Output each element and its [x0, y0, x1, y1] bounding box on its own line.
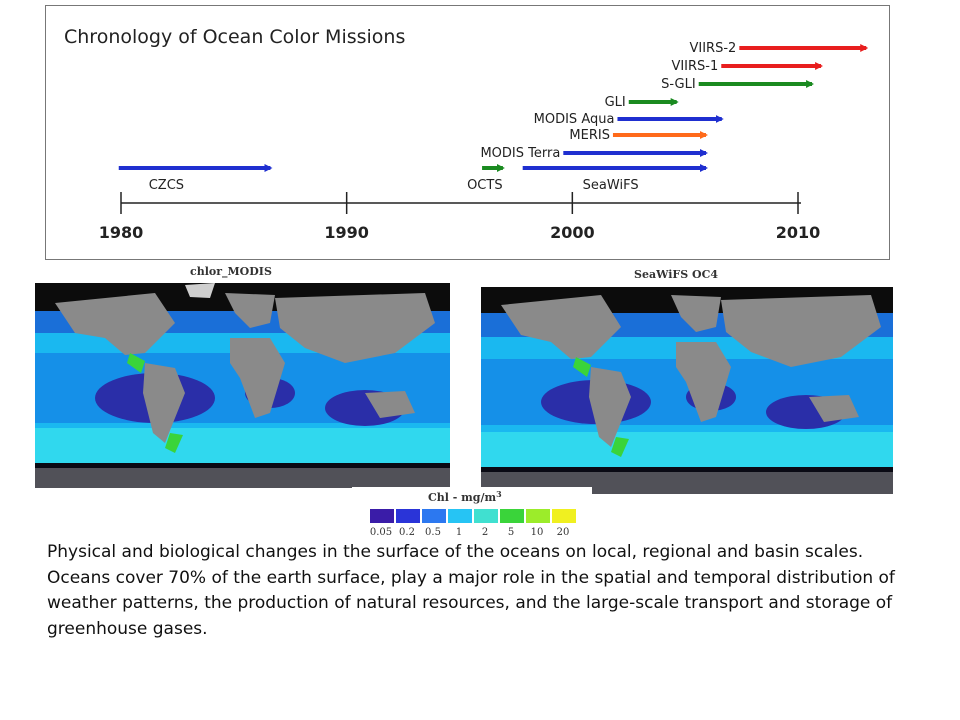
colorbar-swatch-7: [552, 509, 576, 523]
caption-paragraph-2: Oceans cover 70% of the earth surface, p…: [47, 567, 895, 639]
colorbar-swatch-6: [526, 509, 550, 523]
caption-paragraph-1: Physical and biological changes in the s…: [47, 542, 864, 562]
colorbar-ticks: 0.05 0.2 0.5 1 2 5 10 20: [370, 527, 570, 538]
caption-text-block: Physical and biological changes in the s…: [47, 540, 927, 642]
timeline-title: Chronology of Ocean Color Missions: [64, 26, 405, 48]
mission-label-modis-terra: MODIS Terra: [480, 146, 560, 161]
colorbar-label: Chl - mg/m3: [428, 489, 502, 504]
timeline-ticks: 1980 1990 2000 2010: [99, 192, 821, 242]
chlorophyll-colorbar: Chl - mg/m3 0.05 0.2 0.5 1 2 5 10 20: [352, 487, 592, 545]
mission-label-octs: OCTS: [467, 178, 503, 193]
mission-timeline-panel: Chronology of Ocean Color Missions 1980 1…: [45, 5, 890, 260]
colorbar-swatch-2: [422, 509, 446, 523]
colorbar-swatches: [370, 509, 576, 523]
mission-label-viirs-1: VIIRS-1: [671, 59, 718, 74]
colorbar-swatch-3: [448, 509, 472, 523]
chlorophyll-map-modis: [35, 283, 450, 488]
colorbar-swatch-0: [370, 509, 394, 523]
axis-tick-label-2010: 2010: [776, 223, 821, 242]
colorbar-swatch-4: [474, 509, 498, 523]
axis-tick-label-1980: 1980: [99, 223, 144, 242]
mission-label-meris: MERIS: [569, 128, 610, 143]
axis-tick-label-1990: 1990: [324, 223, 369, 242]
colorbar-tick-4: 2: [482, 527, 488, 538]
colorbar-tick-7: 20: [557, 527, 570, 538]
colorbar-tick-5: 5: [508, 527, 514, 538]
mission-label-gli: GLI: [605, 95, 626, 110]
colorbar-tick-2: 0.5: [425, 527, 441, 538]
map-title-modis: chlor_MODIS: [190, 265, 272, 278]
colorbar-tick-1: 0.2: [399, 527, 415, 538]
colorbar-swatch-5: [500, 509, 524, 523]
mission-label-viirs-2: VIIRS-2: [690, 41, 737, 56]
mission-timeline-chart: Chronology of Ocean Color Missions 1980 1…: [64, 26, 869, 242]
mission-label-s-gli: S-GLI: [661, 77, 696, 92]
axis-tick-label-2000: 2000: [550, 223, 595, 242]
colorbar-tick-6: 10: [531, 527, 544, 538]
map-title-seawifs: SeaWiFS OC4: [634, 268, 718, 281]
mission-label-czcs: CZCS: [149, 178, 184, 193]
mission-label-seawifs: SeaWiFS: [583, 178, 639, 193]
colorbar-tick-0: 0.05: [370, 527, 392, 538]
mission-label-modis-aqua: MODIS Aqua: [534, 112, 615, 127]
colorbar-tick-3: 1: [456, 527, 462, 538]
colorbar-swatch-1: [396, 509, 420, 523]
chlorophyll-map-seawifs: [481, 287, 893, 494]
